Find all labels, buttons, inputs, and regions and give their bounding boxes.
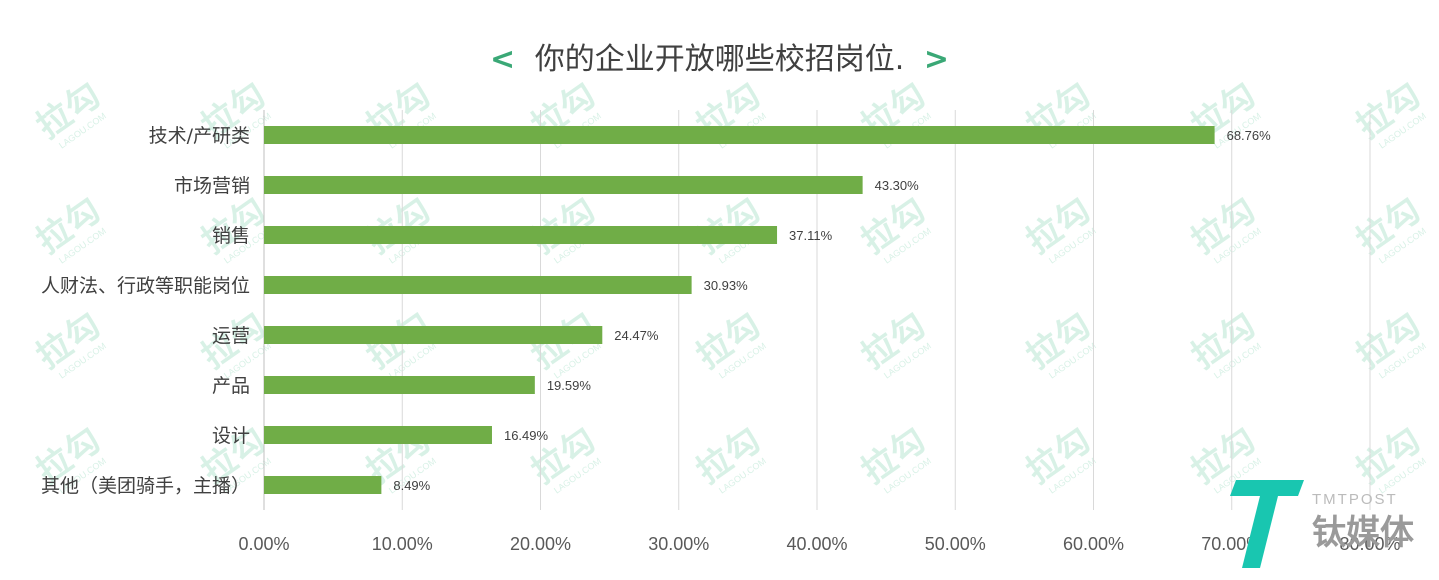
data-label: 16.49% (504, 428, 549, 443)
category-label: 产品 (212, 375, 250, 397)
tmtpost-logo-cn: 钛媒体 (1312, 513, 1414, 553)
chart-title: < 你的企业开放哪些校招岗位. > (0, 38, 1439, 82)
bar (264, 276, 692, 294)
title-text: 你的企业开放哪些校招岗位. (534, 42, 905, 77)
title-bracket-left: < (490, 42, 516, 77)
category-label: 其他（美团骑手，主播） (41, 475, 250, 497)
x-tick-label: 20.00% (510, 534, 571, 554)
tmtpost-logo-latin: TMTPOST (1312, 491, 1398, 508)
data-label: 37.11% (789, 228, 833, 243)
data-label: 8.49% (393, 478, 430, 493)
x-tick-label: 80.00% (1339, 534, 1400, 554)
tmtpost-logo: TMTPOST 钛媒体 (1230, 480, 1414, 568)
category-label: 人财法、行政等职能岗位 (41, 275, 250, 297)
bar (264, 376, 535, 394)
x-tick-label: 60.00% (1063, 534, 1124, 554)
data-label: 30.93% (704, 278, 749, 293)
bar (264, 476, 382, 494)
x-tick-label: 30.00% (648, 534, 709, 554)
category-label: 市场营销 (174, 175, 250, 197)
data-label: 43.30% (875, 178, 920, 193)
x-tick-label: 10.00% (372, 534, 433, 554)
x-tick-label: 0.00% (238, 534, 289, 554)
data-label: 19.59% (547, 378, 592, 393)
bar (264, 326, 603, 344)
title-bracket-right: > (923, 42, 949, 77)
category-label: 运营 (212, 325, 250, 347)
data-label: 24.47% (614, 328, 659, 343)
category-label: 设计 (212, 425, 250, 447)
x-tick-label: 40.00% (786, 534, 847, 554)
category-label: 技术/产研类 (149, 125, 250, 147)
x-tick-label: 50.00% (925, 534, 986, 554)
tmtpost-logo-mark (1230, 480, 1304, 568)
bar (264, 226, 778, 244)
bar (264, 126, 1215, 144)
bar (264, 426, 492, 444)
category-label: 销售 (212, 225, 250, 247)
bar (264, 176, 863, 194)
data-label: 68.76% (1227, 128, 1272, 143)
